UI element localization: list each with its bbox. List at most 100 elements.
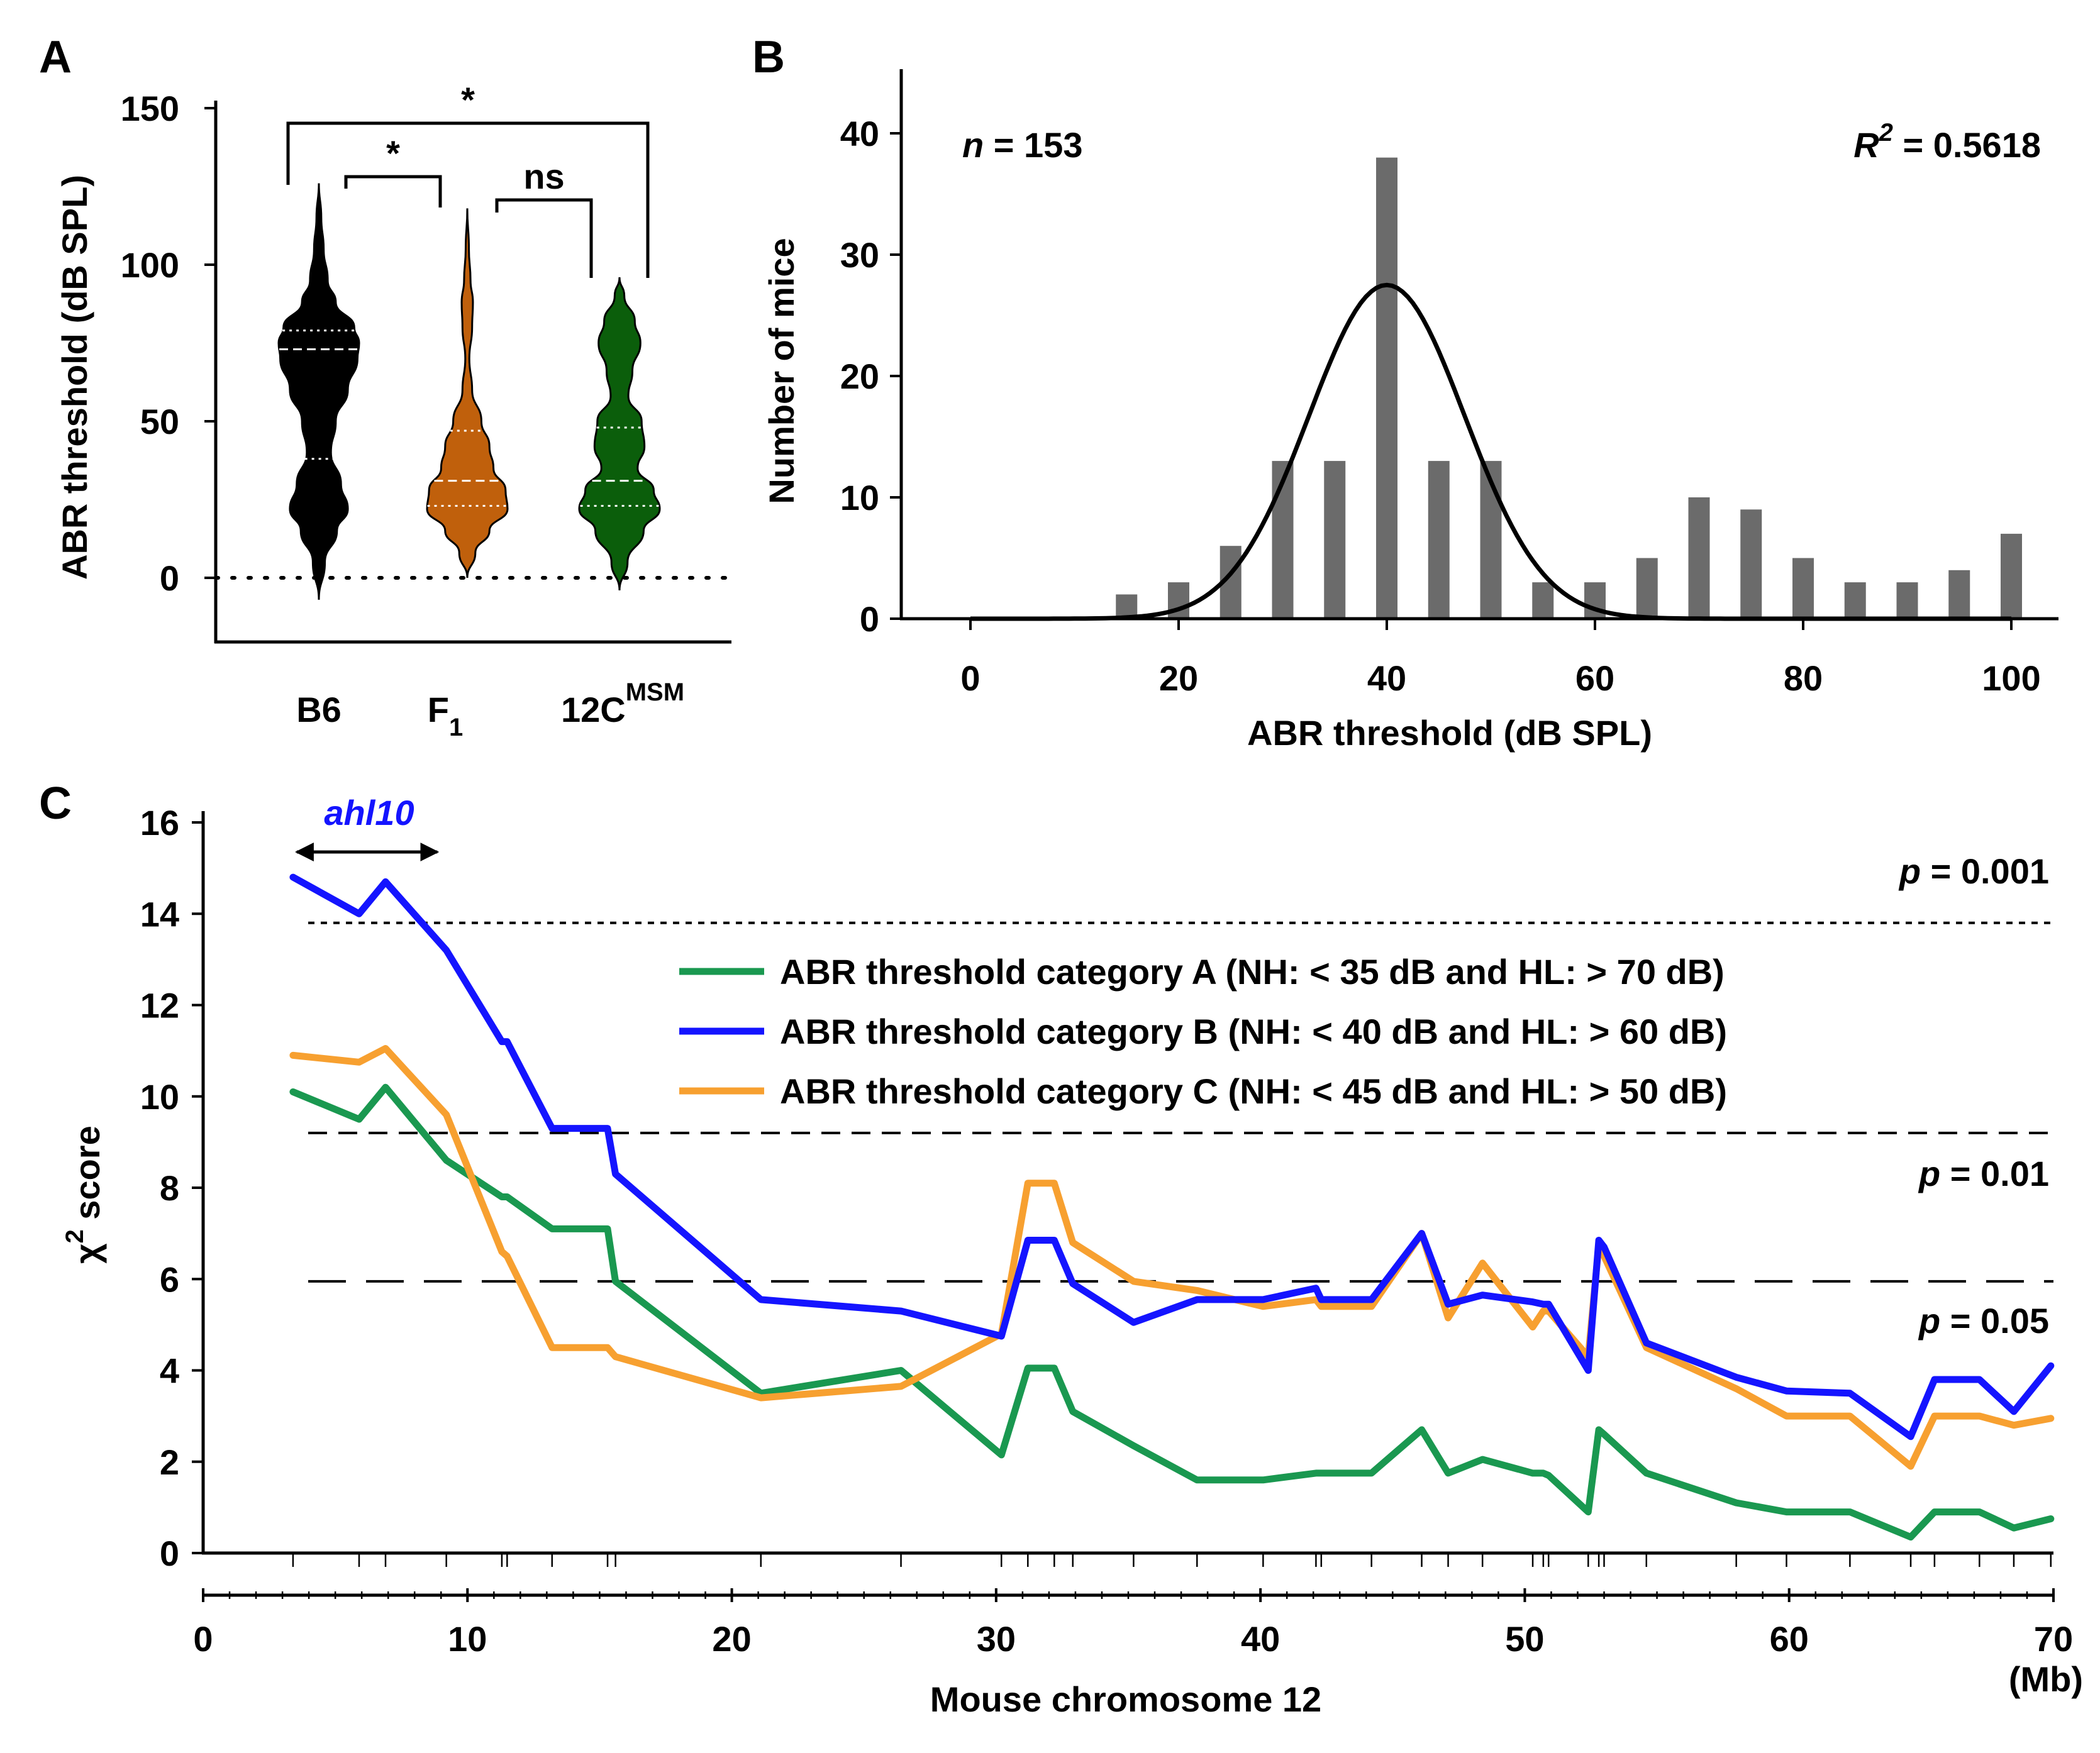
panel-b: B Number of mice 0 20 40 60 80 100 0 10 20 30 40 A… xyxy=(752,32,2058,753)
panel-c-series xyxy=(289,873,2055,1541)
panel-c-legend: ABR threshold category A (NH: < 35 dB an… xyxy=(679,952,1727,1111)
legend-label: ABR threshold category B (NH: < 40 dB an… xyxy=(780,1012,1727,1051)
panel-b-x-tick-label: 80 xyxy=(1784,658,1823,698)
threshold-p-value: = 0.001 xyxy=(1921,851,2049,891)
panel-c-x-tick-label: 0 xyxy=(193,1619,213,1659)
bracket-b6-12c-label: * xyxy=(461,80,475,119)
n-value: = 153 xyxy=(984,125,1082,165)
panel-c-x-tick-label: 30 xyxy=(977,1619,1016,1659)
panel-b-y-tick-label: 20 xyxy=(840,357,879,396)
r2-sup: 2 xyxy=(1879,119,1893,147)
threshold-p-symbol: p xyxy=(1918,1154,1940,1193)
threshold-p-symbol: p xyxy=(1898,851,1921,891)
panel-c-x-axis-title: Mouse chromosome 12 xyxy=(930,1679,1321,1719)
histogram-bar xyxy=(1376,157,1397,619)
threshold-label: p = 0.05 xyxy=(1918,1301,2049,1341)
bracket-b6-12c xyxy=(286,121,650,278)
series-line-category-b xyxy=(289,873,2055,1441)
histogram-bar xyxy=(1740,509,1762,619)
violin-b6 xyxy=(277,182,360,600)
panel-c-x-tick-label: 50 xyxy=(1505,1619,1544,1659)
chi-symbol: χ xyxy=(67,1244,107,1264)
panel-a-y-tick-label: 100 xyxy=(121,245,179,285)
series-line-category-a xyxy=(289,1083,2055,1541)
legend-label: ABR threshold category A (NH: < 35 dB an… xyxy=(780,952,1725,992)
series-line-category-c xyxy=(289,1045,2055,1470)
violin-12c xyxy=(578,276,661,590)
panel-b-n-annotation: n = 153 xyxy=(962,125,1082,165)
panel-b-y-tick-label: 0 xyxy=(860,599,879,639)
group-label-12c: 12CMSM xyxy=(561,678,684,729)
panel-a-comparisons: * * ns xyxy=(286,80,650,278)
r2-symbol: R xyxy=(1853,125,1879,165)
r2-value: = 0.5618 xyxy=(1893,125,2041,165)
n-symbol: n xyxy=(962,125,984,165)
bracket-b6-f1 xyxy=(344,175,442,207)
histogram-bar xyxy=(1948,570,1970,619)
threshold-p-symbol: p xyxy=(1918,1301,1940,1341)
panel-c-label: C xyxy=(39,778,72,829)
histogram-bar xyxy=(1480,461,1502,619)
panel-c-y-ticks: 0 2 4 6 8 10 12 14 16 xyxy=(140,803,203,1573)
panel-b-label: B xyxy=(752,32,785,82)
panel-c-y-axis-title: χ2 score xyxy=(61,1125,107,1264)
threshold-label: p = 0.001 xyxy=(1898,851,2049,891)
panel-b-x-tick-label: 20 xyxy=(1159,658,1198,698)
histogram-bar xyxy=(1792,558,1814,619)
panel-a-y-tick-label: 150 xyxy=(121,89,179,128)
panel-b-x-tick-label: 0 xyxy=(960,658,980,698)
panel-b-y-tick-label: 30 xyxy=(840,235,879,275)
histogram-bar xyxy=(1844,582,1866,619)
bracket-f1-12c-label: ns xyxy=(523,157,564,196)
panel-c-x-tick-label: 20 xyxy=(712,1619,751,1659)
legend-label: ABR threshold category C (NH: < 45 dB an… xyxy=(780,1071,1727,1111)
panel-c-x-unit: (Mb) xyxy=(2009,1659,2083,1699)
panel-c-y-tick-label: 16 xyxy=(140,803,179,843)
chi-rest: score xyxy=(67,1125,107,1229)
panel-c-y-tick-label: 8 xyxy=(160,1168,179,1208)
panel-c-y-tick-label: 14 xyxy=(140,894,179,934)
panel-b-x-axis-title: ABR threshold (dB SPL) xyxy=(1247,713,1652,753)
panel-c-y-tick-label: 0 xyxy=(160,1534,179,1573)
threshold-label: p = 0.01 xyxy=(1918,1154,2049,1193)
panel-b-y-tick-label: 10 xyxy=(840,478,879,517)
bracket-b6-f1-label: * xyxy=(386,133,400,173)
panel-a-y-tick-label: 0 xyxy=(160,558,179,598)
panel-a-y-axis-title: ABR threshold (dB SPL) xyxy=(55,175,94,580)
threshold-p-value: = 0.05 xyxy=(1940,1301,2049,1341)
threshold-p-value: = 0.01 xyxy=(1940,1154,2049,1193)
histogram-bar xyxy=(1324,461,1346,619)
violin-f xyxy=(426,207,509,578)
histogram-bar xyxy=(1116,594,1138,619)
panel-b-x-tick-label: 60 xyxy=(1575,658,1614,698)
panel-c-y-tick-label: 12 xyxy=(140,986,179,1026)
panel-a-violins xyxy=(277,182,661,600)
histogram-bar xyxy=(2001,533,2022,619)
bracket-f1-12c xyxy=(495,198,593,278)
histogram-bar xyxy=(1688,497,1710,619)
group-label-12c-sup: MSM xyxy=(626,678,684,706)
panel-c-y-tick-label: 4 xyxy=(160,1351,179,1391)
group-label-f1-main: F xyxy=(428,690,449,729)
panel-b-ticks: 0 20 40 60 80 100 0 10 20 30 40 xyxy=(840,114,2041,698)
panel-c-x-tick-label: 10 xyxy=(448,1619,487,1659)
panel-b-x-tick-label: 40 xyxy=(1367,658,1406,698)
group-label-f1: F1 xyxy=(428,690,463,741)
panel-c-x-ticks: 0 10 20 30 40 50 60 70 xyxy=(193,1588,2073,1659)
panel-a-y-tick-label: 50 xyxy=(140,402,179,441)
panel-b-y-axis-title: Number of mice xyxy=(762,238,801,504)
panel-a-label: A xyxy=(39,32,72,82)
histogram-bar xyxy=(1532,582,1554,619)
panel-b-r2-annotation: R2 = 0.5618 xyxy=(1853,119,2041,165)
group-label-b6: B6 xyxy=(296,690,342,729)
panel-c-y-tick-label: 10 xyxy=(140,1077,179,1117)
panel-c-marker-ticks xyxy=(292,1553,2052,1567)
chi-sup: 2 xyxy=(61,1229,89,1243)
histogram-bar xyxy=(1896,582,1918,619)
histogram-bar xyxy=(1272,461,1294,619)
histogram-bar xyxy=(1428,461,1450,619)
